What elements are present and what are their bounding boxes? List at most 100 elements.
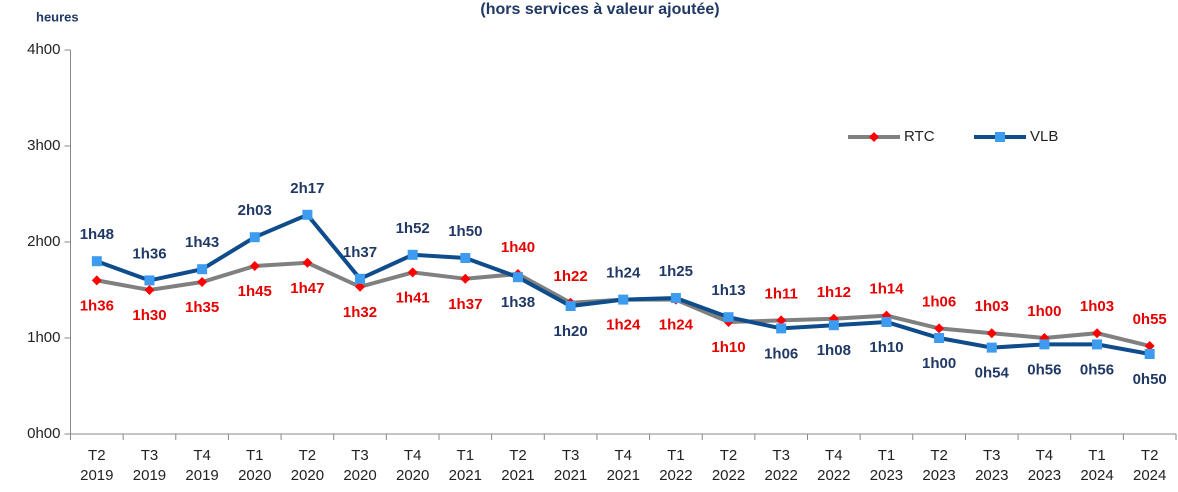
- marker: [144, 285, 155, 295]
- marker: [355, 281, 366, 292]
- data-label: 1h25: [659, 263, 693, 280]
- marker: [986, 328, 997, 339]
- marker: [302, 209, 313, 220]
- y-tick-label: 3h00: [27, 137, 60, 154]
- marker: [618, 294, 629, 305]
- marker: [197, 264, 208, 275]
- data-label: 1h10: [711, 339, 745, 356]
- marker: [249, 261, 260, 271]
- data-label: 1h47: [290, 280, 324, 297]
- x-tick-label: T4 2022: [817, 447, 851, 484]
- x-tick-label: T3 2020: [343, 447, 377, 484]
- x-tick-label: T2 2024: [1132, 447, 1167, 484]
- data-label: 1h36: [132, 245, 166, 262]
- data-label: 1h00: [1027, 303, 1061, 320]
- data-label: 1h10: [869, 339, 903, 356]
- data-label: 1h11: [764, 285, 797, 302]
- data-label: 1h45: [238, 283, 272, 300]
- data-label: 1h06: [922, 293, 956, 310]
- marker: [91, 275, 102, 286]
- data-label: 1h32: [343, 304, 377, 321]
- data-label: 1h24: [659, 317, 694, 334]
- y-tick-label: 1h00: [27, 329, 60, 346]
- data-label: 1h52: [396, 220, 430, 237]
- data-label: 1h12: [817, 284, 851, 301]
- marker: [512, 272, 523, 283]
- marker: [723, 312, 734, 323]
- data-label: 0h54: [975, 365, 1010, 382]
- legend-marker: [995, 132, 1005, 142]
- marker: [302, 257, 313, 268]
- x-tick-label: T3 2019: [132, 447, 167, 484]
- marker: [407, 249, 418, 260]
- marker: [776, 323, 787, 334]
- marker: [460, 273, 471, 284]
- data-label: 1h37: [448, 296, 482, 313]
- data-label: 1h13: [711, 282, 745, 299]
- data-label: 1h36: [80, 297, 114, 314]
- x-tick-label: T4 2020: [395, 447, 430, 484]
- marker: [1092, 328, 1103, 339]
- marker: [934, 323, 945, 334]
- data-label: 1h37: [343, 244, 377, 261]
- x-tick-label: T4 2019: [185, 447, 219, 484]
- x-tick-label: T2 2023: [922, 447, 956, 484]
- marker: [565, 301, 576, 311]
- data-label: 1h41: [396, 289, 430, 306]
- data-label: 1h38: [501, 294, 535, 311]
- data-label: 0h50: [1133, 371, 1167, 388]
- marker: [407, 267, 418, 278]
- data-label: 1h48: [80, 226, 114, 243]
- data-label: 1h35: [185, 299, 219, 316]
- marker: [670, 293, 681, 303]
- marker: [986, 342, 997, 353]
- data-label: 1h24: [606, 265, 641, 282]
- x-tick-label: T3 2022: [764, 447, 798, 484]
- x-tick-label: T1 2023: [869, 447, 904, 484]
- marker: [1144, 341, 1155, 351]
- data-label: 2h03: [238, 202, 272, 219]
- x-tick-label: T3 2021: [553, 447, 588, 484]
- marker: [460, 253, 471, 263]
- data-label: 1h24: [606, 317, 641, 334]
- marker: [776, 315, 787, 326]
- y-axis-label: heures: [36, 9, 79, 24]
- x-tick-label: T1 2022: [659, 447, 693, 484]
- marker: [355, 273, 366, 284]
- data-label: 1h20: [554, 323, 588, 340]
- y-tick-label: 4h00: [27, 41, 60, 58]
- data-label: 1h30: [132, 307, 166, 324]
- data-label: 1h22: [554, 268, 588, 285]
- data-label: 0h55: [1133, 311, 1167, 328]
- y-tick-label: 2h00: [27, 233, 60, 250]
- marker: [1039, 339, 1050, 350]
- marker: [144, 275, 155, 286]
- x-tick-label: T2 2022: [711, 447, 746, 484]
- data-label: 1h00: [922, 355, 956, 372]
- marker: [197, 277, 208, 287]
- marker: [934, 333, 945, 343]
- legend-label: VLB: [1030, 128, 1058, 145]
- x-tick-label: T4 2023: [1027, 447, 1062, 484]
- marker: [1092, 339, 1103, 350]
- legend-marker: [869, 132, 879, 142]
- data-label: 1h03: [975, 298, 1009, 315]
- marker: [249, 232, 260, 243]
- marker: [881, 317, 892, 327]
- data-label: 1h40: [501, 239, 535, 256]
- x-tick-label: T3 2023: [975, 447, 1009, 484]
- data-label: 2h17: [290, 180, 324, 197]
- legend-label: RTC: [904, 128, 935, 145]
- x-tick-label: T2 2020: [290, 447, 325, 484]
- x-tick-label: T1 2024: [1080, 447, 1114, 484]
- x-tick-label: T1 2020: [238, 447, 272, 484]
- data-label: 1h03: [1080, 298, 1114, 315]
- marker: [91, 256, 102, 267]
- x-tick-label: T1 2021: [448, 447, 482, 484]
- x-tick-label: T2 2021: [501, 447, 535, 484]
- marker: [1144, 349, 1155, 359]
- data-label: 0h56: [1027, 361, 1061, 378]
- y-tick-label: 0h00: [27, 425, 60, 442]
